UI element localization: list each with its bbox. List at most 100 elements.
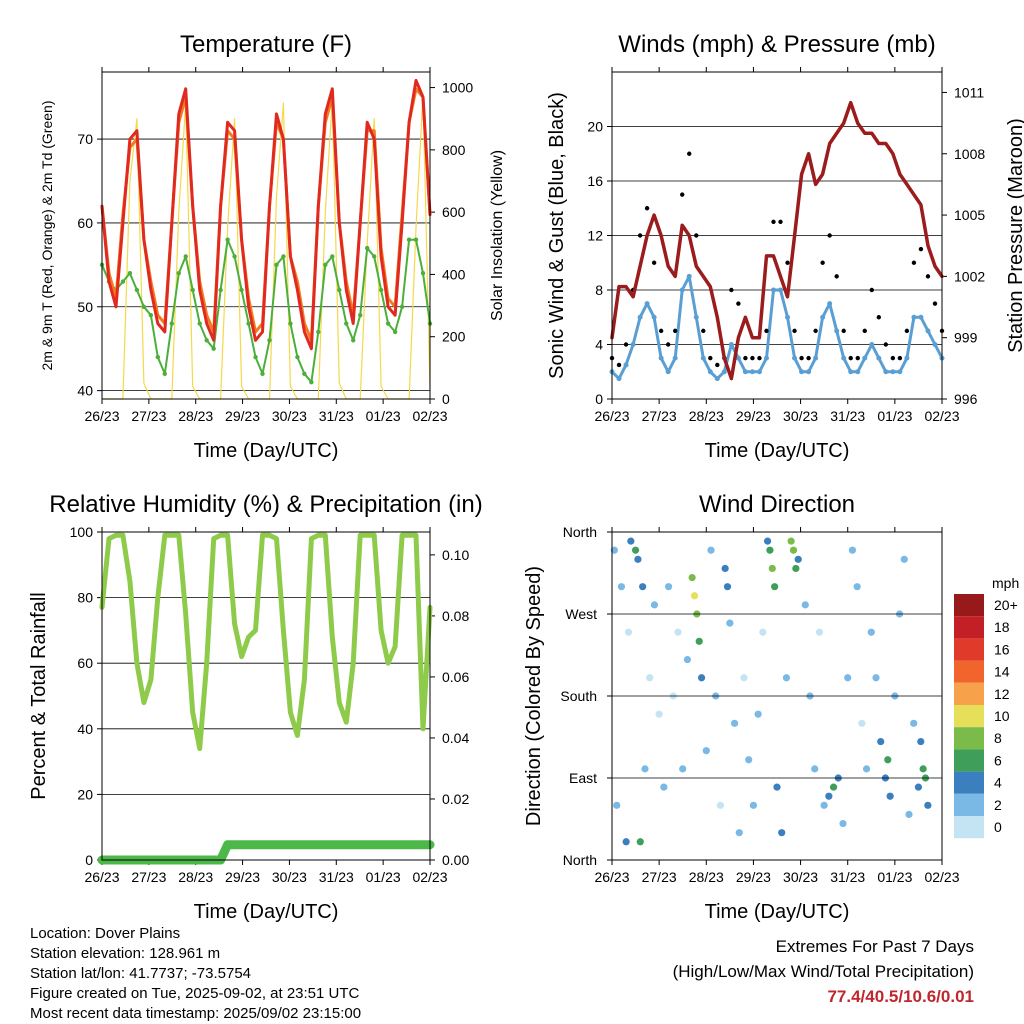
sonic-wind-point: [911, 314, 917, 320]
direction-point: [749, 801, 758, 809]
gust-point: [651, 260, 657, 265]
extremes-box: Extremes For Past 7 Days (High/Low/Max W…: [673, 934, 974, 1009]
x-tick-label: 30/23: [272, 869, 307, 885]
direction-point: [613, 801, 621, 809]
x-tick-label: 28/23: [178, 869, 213, 885]
colorbar-swatch: [954, 727, 984, 750]
direction-point: [730, 719, 739, 727]
sonic-wind-point: [756, 369, 762, 375]
gust-point: [637, 233, 643, 238]
gust-point: [876, 315, 882, 320]
direction-point: [766, 546, 774, 554]
direction-point: [844, 674, 852, 682]
colorbar-swatch: [954, 749, 984, 772]
y-tick-label: 12: [587, 228, 603, 244]
chart-panel-3: Relative Humidity (%) & Precipitation (i…: [28, 491, 483, 923]
gust-point: [855, 355, 860, 361]
direction-point: [815, 628, 824, 636]
x-tick-label: 26/23: [84, 869, 119, 885]
station-info: Location: Dover Plains Station elevation…: [30, 924, 361, 1024]
sonic-wind-point: [890, 369, 896, 375]
sonic-wind-point: [623, 362, 629, 368]
direction-point: [839, 819, 847, 828]
sonic-wind-point: [799, 369, 805, 375]
sonic-wind-point: [630, 342, 636, 347]
sonic-wind-point: [827, 301, 833, 307]
gust-point: [778, 219, 783, 225]
x-tick-label: 30/23: [783, 869, 818, 885]
chart-title: Relative Humidity (%) & Precipitation (i…: [49, 491, 482, 518]
gust-point: [694, 233, 699, 238]
sonic-wind-point: [876, 355, 882, 361]
y-tick-label: 40: [77, 383, 93, 399]
x-tick-label: 27/23: [131, 869, 166, 885]
y-axis-label: Direction (Colored By Speed): [523, 566, 545, 826]
colorbar-label: 16: [994, 641, 1010, 657]
y2-tick-label: 0.08: [442, 608, 469, 624]
sonic-wind-point: [672, 355, 678, 361]
sonic-wind-point: [883, 369, 889, 375]
sonic-wind-point: [707, 369, 713, 375]
direction-point: [636, 838, 644, 846]
sonic-wind-point: [749, 369, 755, 375]
y2-axis-label: Station Pressure (Maroon): [1005, 118, 1024, 353]
direction-point: [829, 783, 838, 791]
x-tick-label: 27/23: [642, 869, 677, 885]
direction-point: [624, 628, 633, 636]
direction-point: [794, 555, 802, 563]
colorbar-swatch: [954, 705, 984, 728]
x-tick-label: 26/23: [594, 408, 629, 424]
direction-point: [735, 829, 743, 837]
colorbar-swatch: [954, 682, 984, 705]
recent-text: Most recent data timestamp: 2025/09/02 2…: [30, 1005, 362, 1022]
direction-point: [853, 583, 861, 591]
y2-tick-label: 0: [442, 391, 450, 407]
direction-point: [723, 583, 732, 591]
gust-point: [672, 328, 678, 334]
y-tick-label: 100: [70, 524, 94, 540]
temp-2m-line: [100, 78, 432, 351]
x-tick-label: 01/23: [366, 869, 401, 885]
direction-point: [884, 756, 892, 764]
direction-point: [631, 546, 640, 554]
direction-point: [697, 674, 706, 682]
x-tick-label: 02/23: [924, 408, 959, 424]
gust-point: [890, 355, 896, 361]
direction-point: [664, 583, 673, 591]
created-text: Figure created on Tue, 2025-09-02, at 23…: [30, 985, 360, 1002]
gust-point: [897, 355, 903, 361]
colorbar-label: 6: [994, 752, 1002, 768]
direction-point: [754, 710, 762, 718]
gust-point: [623, 342, 629, 347]
direction-point: [646, 674, 654, 682]
colorbar-title: mph: [992, 575, 1019, 591]
station-pressure-line: [610, 100, 944, 381]
direction-point: [877, 737, 885, 746]
colorbar-label: 20+: [994, 597, 1018, 613]
plot-area: [610, 537, 932, 846]
y-tick-label: 20: [587, 119, 603, 135]
direction-point: [740, 674, 748, 682]
gust-point: [785, 260, 790, 265]
direction-point: [655, 710, 663, 718]
sonic-wind-point: [918, 314, 924, 320]
colorbar-label: 18: [994, 619, 1010, 635]
precipitation-line: [97, 840, 435, 865]
sonic-wind-point: [658, 355, 664, 361]
x-tick-label: 29/23: [736, 869, 771, 885]
chart-title: Winds (mph) & Pressure (mb): [618, 31, 935, 58]
colorbar-label: 12: [994, 686, 1010, 702]
plot-frame: [611, 71, 943, 400]
direction-point: [773, 783, 781, 791]
y-tick-label: 0: [595, 391, 603, 407]
direction-point: [867, 628, 875, 636]
gust-point: [680, 192, 685, 197]
direction-point: [745, 756, 753, 764]
direction-point: [872, 674, 880, 682]
chart-title: Temperature (F): [180, 31, 352, 58]
x-tick-label: 26/23: [594, 869, 629, 885]
gust-point: [932, 301, 938, 306]
colorbar-swatch: [954, 638, 984, 661]
sonic-wind-point: [616, 376, 622, 382]
gust-point: [827, 233, 832, 238]
